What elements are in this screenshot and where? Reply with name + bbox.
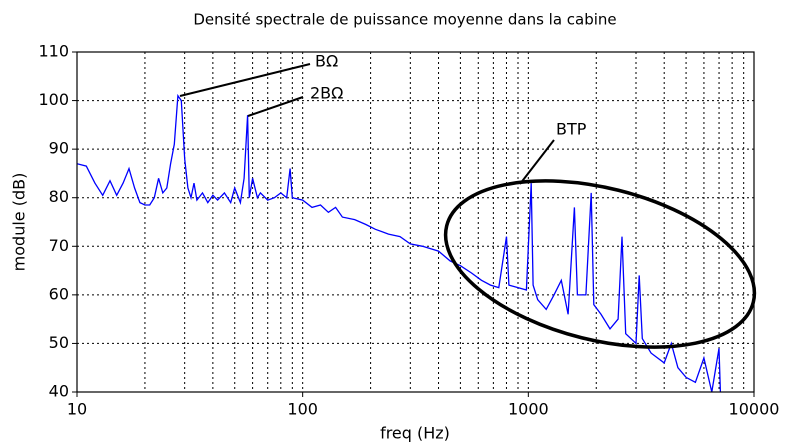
y-tick-label: 90: [49, 139, 69, 158]
btp-ellipse: [443, 179, 757, 349]
spectrum-line: [77, 93, 722, 392]
y-tick-label: 110: [38, 42, 69, 61]
annotation-text: BTP: [556, 120, 587, 139]
y-axis-label: module (dB): [10, 173, 29, 272]
annotation-line: [247, 96, 304, 117]
y-tick-label: 50: [49, 333, 69, 352]
annotation-text: 2BΩ: [310, 84, 343, 103]
y-tick-label: 70: [49, 236, 69, 255]
y-tick-label: 40: [49, 382, 69, 401]
x-tick-label: 100: [287, 400, 318, 419]
annotation-line: [519, 139, 555, 185]
x-tick-label: 10000: [729, 400, 780, 419]
x-tick-label: 10: [67, 400, 87, 419]
chart-title: Densité spectrale de puissance moyenne d…: [193, 11, 616, 29]
x-tick-label: 1000: [508, 400, 549, 419]
plot-frame: [76, 51, 755, 393]
y-tick-label: 100: [38, 90, 69, 109]
y-tick-label: 80: [49, 187, 69, 206]
annotation-line: [179, 63, 311, 97]
y-tick-label: 60: [49, 284, 69, 303]
annotation-text: BΩ: [315, 52, 338, 71]
x-axis-label: freq (Hz): [380, 424, 450, 443]
